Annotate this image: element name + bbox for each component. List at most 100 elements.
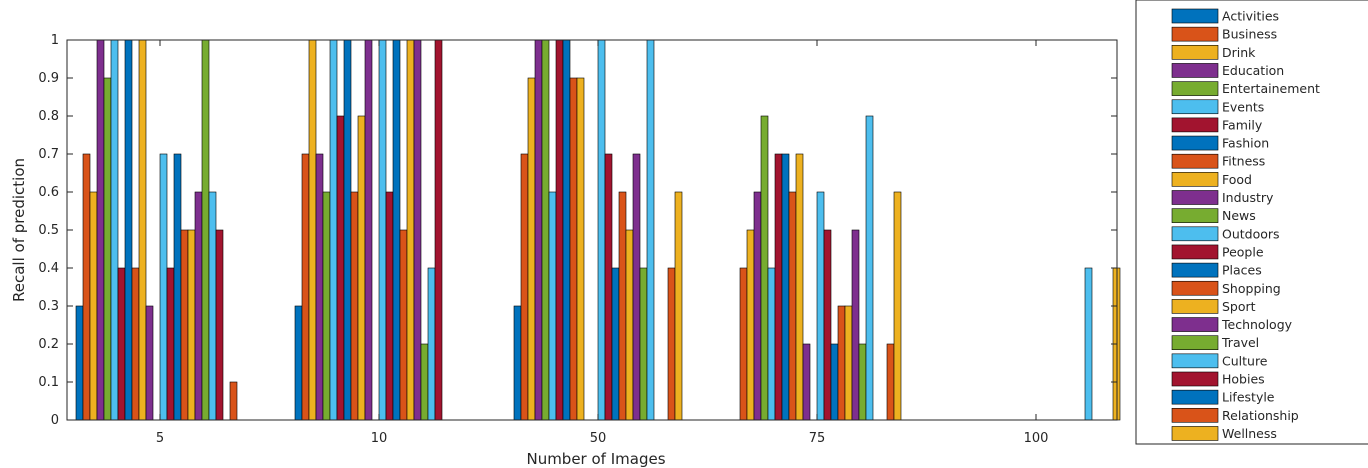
bar [201,39,210,421]
bar [548,191,557,421]
x-tick-label: 100 [1024,431,1049,446]
legend-entry: Shopping [1222,281,1281,296]
legend-entry: Sport [1222,299,1256,314]
legend-entry: Activities [1222,9,1279,24]
legend-swatch [1171,317,1219,332]
bar [576,77,585,421]
bar [604,153,613,421]
bar [858,343,867,421]
legend-entry: Education [1222,63,1284,78]
bar [753,191,762,421]
bar [420,343,429,421]
bar [301,153,310,421]
bar [145,305,154,421]
bar [746,229,755,421]
bar [569,77,578,421]
bar [180,229,189,421]
x-tick-label: 50 [590,431,607,446]
y-tick-label: 0.6 [38,185,59,200]
legend-entry: Travel [1221,335,1259,350]
bar [399,229,408,421]
legend-entry: Business [1222,27,1277,42]
bar [739,267,748,421]
bar [625,229,634,421]
y-tick-label: 0 [51,413,59,428]
bar [350,191,359,421]
legend-entry: Fashion [1222,136,1269,151]
legend-swatch [1171,81,1219,96]
bar [781,153,790,421]
bar [294,305,303,421]
legend-entry: Technology [1221,317,1293,332]
bar [639,267,648,421]
bar [392,39,401,421]
legend-swatch [1171,371,1219,387]
bar [767,267,776,421]
bar [886,343,895,421]
bar [1084,267,1093,421]
legend-swatch [1171,244,1219,260]
legend-entry: Industry [1222,190,1274,205]
legend-swatch [1171,335,1219,351]
bars-layer [75,39,1121,421]
bar [527,77,536,421]
bar [788,191,797,421]
bar [844,305,853,421]
bar [187,229,196,421]
bar [75,305,84,421]
bar [138,39,147,421]
bar [124,39,133,421]
x-tick-label: 5 [156,431,164,446]
x-axis-label: Number of Images [526,450,665,468]
legend-swatch [1171,26,1219,42]
bar [308,39,317,421]
bar [131,267,140,421]
legend-entry: News [1222,208,1256,223]
bar [823,229,832,421]
bar [520,153,529,421]
legend-entry: Drink [1222,45,1256,60]
bar [667,267,676,421]
legend-swatch [1171,153,1219,169]
legend-swatch [1171,426,1219,441]
bar [865,115,874,421]
legend-swatch [1171,135,1219,151]
bar [555,39,564,421]
bar [830,343,839,421]
legend-swatch [1171,407,1219,423]
bar [816,191,825,421]
bar [315,153,324,421]
bar [110,39,119,421]
bar [618,191,627,421]
bar [534,39,543,421]
bar [159,153,168,421]
bar [378,39,387,421]
legend-swatch [1171,353,1219,369]
legend-swatch [1171,8,1219,24]
legend-entry: Relationship [1222,408,1299,423]
y-tick-label: 1 [51,33,59,48]
bar [541,39,550,421]
legend-swatch [1171,226,1219,242]
bar [795,153,804,421]
bar [597,39,606,421]
bar [229,381,238,421]
bar [194,191,203,421]
bar [632,153,641,421]
legend-swatch [1171,389,1219,405]
legend-entry: Places [1222,263,1262,278]
y-tick-label: 0.4 [38,261,59,276]
legend-entry: People [1222,244,1264,259]
bar [434,39,443,421]
y-tick-label: 0.1 [38,375,59,390]
bar [851,229,860,421]
y-tick-label: 0.8 [38,109,59,124]
bar [611,267,620,421]
bar [117,267,126,421]
legend-swatch [1171,117,1219,133]
bar [562,39,571,421]
legend-swatch [1171,280,1219,296]
legend-entry: Events [1222,99,1264,114]
bar [89,191,98,421]
bar [406,39,415,421]
